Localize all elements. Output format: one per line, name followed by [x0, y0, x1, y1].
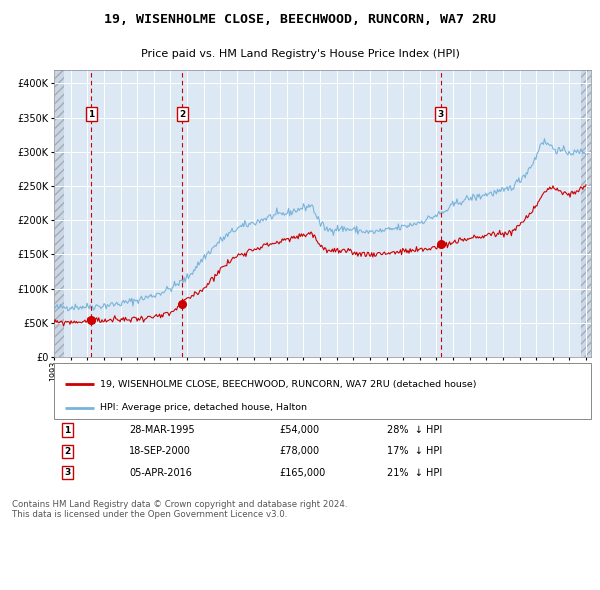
Text: £78,000: £78,000	[280, 447, 320, 456]
Text: 17%  ↓ HPI: 17% ↓ HPI	[387, 447, 442, 456]
FancyBboxPatch shape	[54, 363, 591, 419]
Bar	[54, 70, 64, 357]
Text: 3: 3	[437, 110, 444, 119]
Text: Contains HM Land Registry data © Crown copyright and database right 2024.
This d: Contains HM Land Registry data © Crown c…	[12, 500, 347, 519]
Text: 1: 1	[64, 425, 71, 435]
Text: £165,000: £165,000	[280, 468, 326, 477]
Text: £54,000: £54,000	[280, 425, 320, 435]
Text: 18-SEP-2000: 18-SEP-2000	[129, 447, 191, 456]
Text: 19, WISENHOLME CLOSE, BEECHWOOD, RUNCORN, WA7 2RU (detached house): 19, WISENHOLME CLOSE, BEECHWOOD, RUNCORN…	[100, 379, 476, 389]
Text: 3: 3	[64, 468, 71, 477]
Text: 05-APR-2016: 05-APR-2016	[129, 468, 192, 477]
Bar	[581, 70, 591, 357]
Text: Price paid vs. HM Land Registry's House Price Index (HPI): Price paid vs. HM Land Registry's House …	[140, 50, 460, 60]
Text: 2: 2	[64, 447, 71, 456]
Text: 28%  ↓ HPI: 28% ↓ HPI	[387, 425, 442, 435]
Text: HPI: Average price, detached house, Halton: HPI: Average price, detached house, Halt…	[100, 403, 307, 412]
Text: 28-MAR-1995: 28-MAR-1995	[129, 425, 195, 435]
Text: 21%  ↓ HPI: 21% ↓ HPI	[387, 468, 442, 477]
Text: 2: 2	[179, 110, 185, 119]
Text: 1: 1	[88, 110, 94, 119]
Text: 19, WISENHOLME CLOSE, BEECHWOOD, RUNCORN, WA7 2RU: 19, WISENHOLME CLOSE, BEECHWOOD, RUNCORN…	[104, 13, 496, 26]
